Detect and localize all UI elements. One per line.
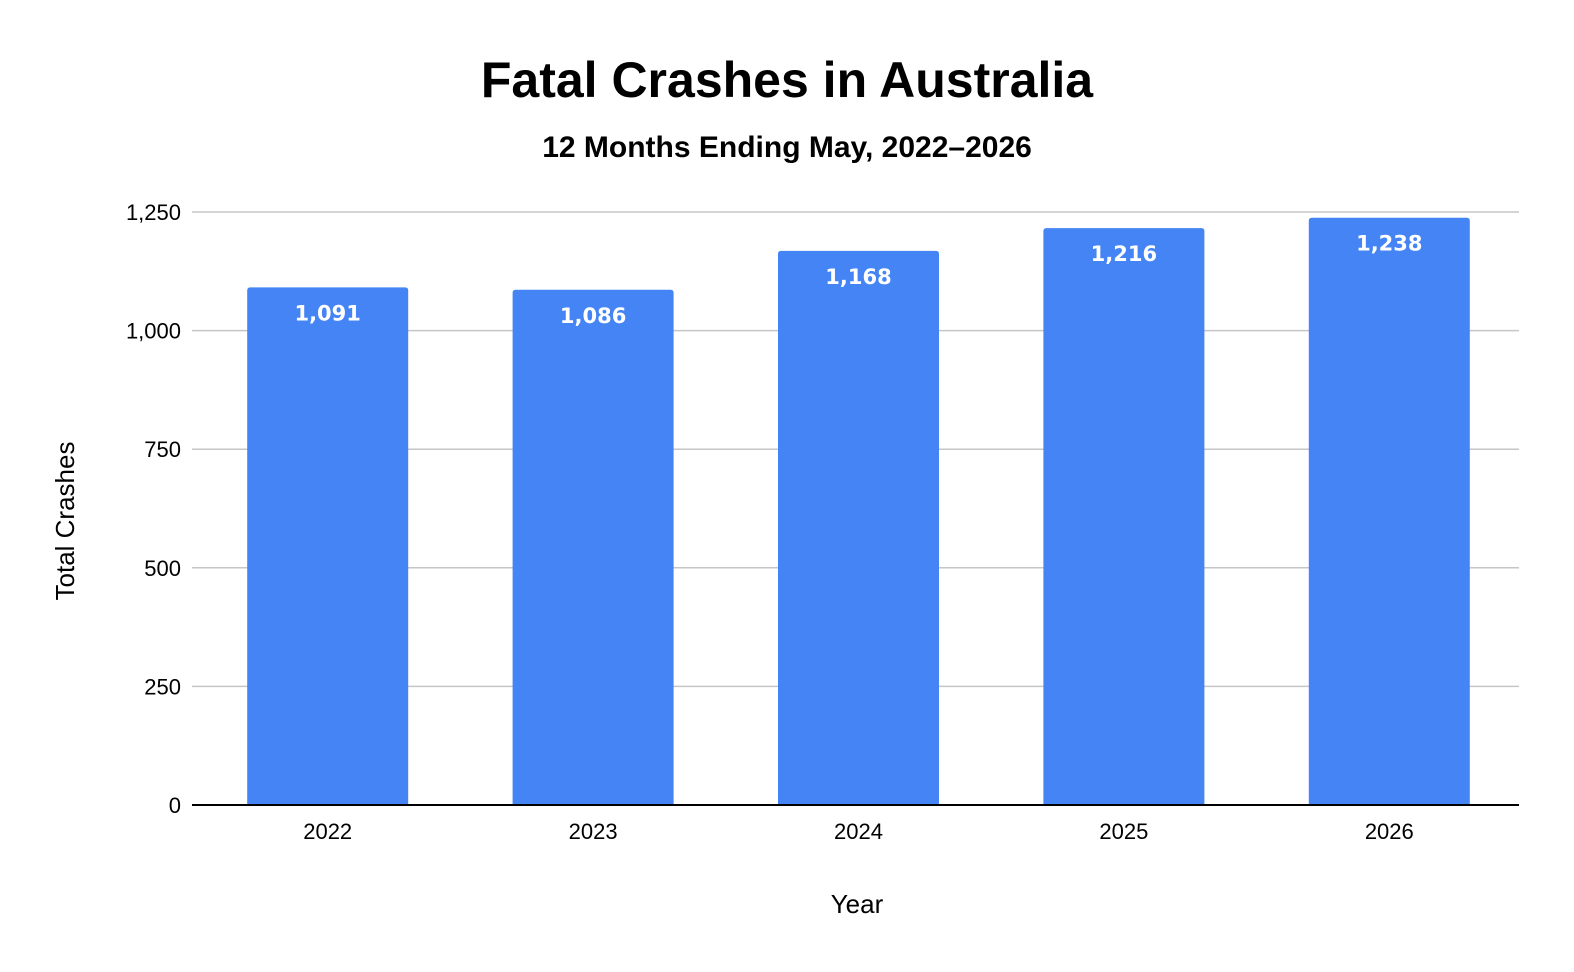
x-tick-label: 2024	[834, 819, 883, 844]
data-label: 1,216	[1091, 242, 1157, 266]
x-tick-label: 2022	[303, 819, 352, 844]
bars: 1,091 1,086 1,168 1,216 1,238	[247, 217, 1470, 806]
y-tick-label: 250	[144, 674, 181, 699]
y-tick-label: 750	[144, 437, 181, 462]
data-label: 1,091	[294, 301, 360, 325]
y-tick-label: 1,250	[126, 200, 181, 225]
bar-2024	[778, 250, 939, 805]
bar-2025	[1043, 228, 1205, 806]
bar-2022	[247, 287, 409, 806]
x-tick-label: 2023	[569, 819, 618, 844]
x-axis-ticks: 2022 2023 2024 2025 2026	[303, 819, 1414, 844]
y-tick-label: 500	[144, 556, 181, 581]
data-label: 1,086	[560, 304, 626, 328]
data-label: 1,168	[825, 265, 891, 289]
y-tick-label: 0	[169, 793, 181, 818]
chart-subtitle: 12 Months Ending May, 2022–2026	[542, 131, 1032, 164]
y-axis-title: Total Crashes	[50, 442, 80, 601]
x-tick-label: 2026	[1365, 819, 1414, 844]
data-label: 1,238	[1356, 232, 1422, 256]
y-tick-label: 1,000	[126, 319, 181, 344]
y-axis-ticks: 0 250 500 750 1,000 1,250	[126, 200, 181, 818]
bar-2026	[1308, 217, 1470, 805]
bar-2023	[512, 289, 674, 805]
chart-title: Fatal Crashes in Australia	[481, 52, 1094, 108]
x-tick-label: 2025	[1099, 819, 1148, 844]
x-axis-title: Year	[831, 889, 884, 919]
